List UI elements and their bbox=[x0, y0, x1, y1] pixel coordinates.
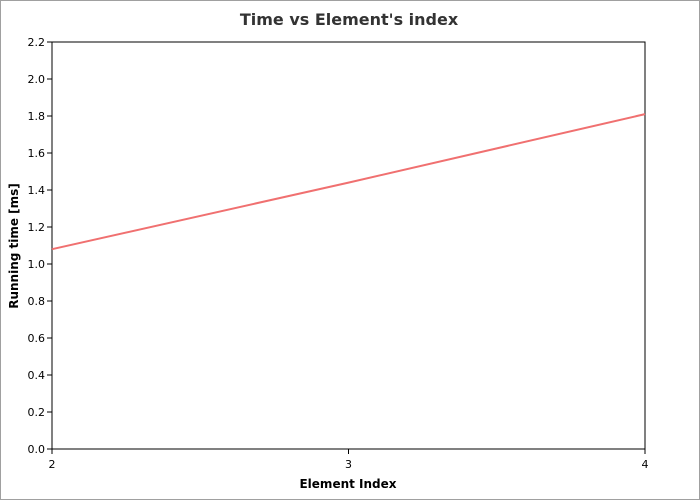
x-axis-label: Element Index bbox=[299, 477, 396, 491]
y-tick-label: 1.6 bbox=[28, 147, 46, 160]
y-tick-label: 1.8 bbox=[28, 110, 46, 123]
y-tick-label: 0.6 bbox=[28, 332, 46, 345]
y-tick-label: 0.0 bbox=[28, 443, 46, 456]
series-layer bbox=[51, 113, 646, 251]
plot-area bbox=[51, 41, 646, 450]
x-axis-ticks: 2 3 4 bbox=[49, 449, 649, 471]
y-tick-label: 0.2 bbox=[28, 406, 46, 419]
y-tick-label: 1.0 bbox=[28, 258, 46, 271]
y-tick-label: 1.4 bbox=[28, 184, 46, 197]
y-tick-label: 0.8 bbox=[28, 295, 46, 308]
chart-title: Time vs Element's index bbox=[240, 10, 459, 29]
x-tick-label: 4 bbox=[642, 458, 649, 471]
x-tick-label: 3 bbox=[345, 458, 352, 471]
series-line bbox=[51, 113, 646, 251]
y-axis-label: Running time [ms] bbox=[7, 183, 21, 309]
y-axis-ticks: 0.0 0.2 0.4 0.6 0.8 1.0 1.2 1.4 1.6 1.8 2.0 2.2 bbox=[28, 36, 52, 456]
y-tick-label: 1.2 bbox=[28, 221, 46, 234]
y-tick-label: 2.0 bbox=[28, 73, 46, 86]
x-tick-label: 2 bbox=[49, 458, 56, 471]
y-tick-label: 0.4 bbox=[28, 369, 46, 382]
y-tick-label: 2.2 bbox=[28, 36, 46, 49]
